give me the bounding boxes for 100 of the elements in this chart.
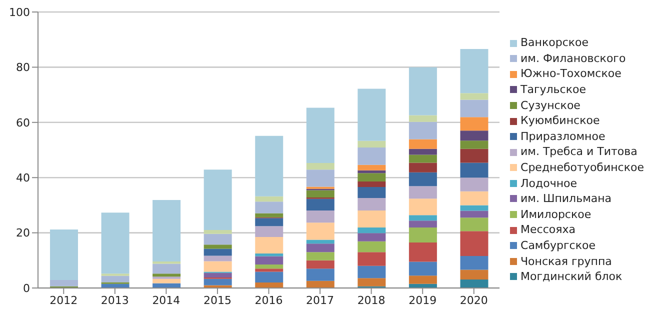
bar <box>460 93 488 100</box>
x-tick-label: 2016 <box>254 294 283 307</box>
bar <box>460 191 488 206</box>
bar <box>408 215 437 221</box>
bar <box>408 220 437 228</box>
bar <box>255 254 284 256</box>
legend-label: Чонская группа <box>520 254 613 270</box>
x-tick-label: 2015 <box>203 294 232 307</box>
bar <box>460 162 488 178</box>
bar <box>358 241 386 252</box>
bar <box>460 210 488 218</box>
bar <box>460 178 488 192</box>
x-tick-label: 2018 <box>357 294 386 307</box>
bar <box>358 170 386 174</box>
bar <box>408 262 437 276</box>
bar <box>255 268 284 272</box>
bar <box>255 196 284 202</box>
bar <box>358 164 386 170</box>
legend-label: Приразломное <box>520 128 606 144</box>
bar <box>204 234 232 245</box>
bar <box>408 186 437 199</box>
bar <box>50 229 78 280</box>
bar <box>358 210 386 228</box>
x-tick-label: 2013 <box>100 294 129 307</box>
bar <box>255 218 284 226</box>
bar <box>460 218 488 232</box>
bar <box>204 285 232 288</box>
x-tick-label: 2014 <box>152 294 180 307</box>
bar <box>460 231 488 256</box>
bar <box>358 181 386 187</box>
bar <box>358 173 386 182</box>
legend-label: Самбургское <box>520 238 596 254</box>
bar <box>460 100 488 118</box>
bar <box>306 108 334 163</box>
bar <box>460 48 488 94</box>
bar <box>255 136 284 196</box>
bar <box>152 274 181 277</box>
bar <box>408 228 437 242</box>
bar <box>460 270 488 280</box>
bar <box>358 252 386 266</box>
legend-label: Тагульское <box>520 82 587 98</box>
bar <box>408 242 437 262</box>
legend-label: Ванкорское <box>520 35 590 51</box>
bar <box>408 162 437 172</box>
bar <box>204 244 232 249</box>
bar <box>204 256 232 262</box>
bar <box>204 272 232 278</box>
bar <box>255 256 284 265</box>
legend-label: им. Шпильмана <box>520 191 613 207</box>
bar <box>460 117 488 131</box>
bar <box>306 280 334 288</box>
bar <box>306 190 334 198</box>
legend-label: Южно-Тохомское <box>520 66 622 82</box>
y-tick-label: 40 <box>16 172 30 185</box>
legend-label: Сузунское <box>520 98 582 114</box>
bar <box>460 205 488 211</box>
legend-label: Мессояха <box>520 222 576 238</box>
x-tick-label: 2020 <box>460 294 488 307</box>
bar <box>358 186 386 198</box>
bar <box>255 236 284 254</box>
bar <box>101 276 130 282</box>
bar <box>460 256 488 270</box>
bar <box>460 130 488 141</box>
y-tick-label: 100 <box>9 6 30 19</box>
legend-label: Куюмбинское <box>520 113 601 129</box>
y-tick-label: 0 <box>23 282 30 295</box>
legend-label: Имилорское <box>520 206 592 222</box>
bar <box>358 140 386 148</box>
x-tick-label: 2012 <box>50 294 78 307</box>
bar <box>255 282 284 288</box>
bar <box>408 115 437 122</box>
legend-label: им. Требса и Титова <box>520 144 638 160</box>
bar <box>460 148 488 163</box>
bar <box>204 170 232 230</box>
bar <box>358 198 386 210</box>
bar <box>255 202 284 214</box>
bar <box>152 278 181 284</box>
y-tick-label: 60 <box>16 116 30 130</box>
bar <box>460 140 488 149</box>
legend-label: Среднеботуобинское <box>520 160 644 176</box>
x-tick-label: 2019 <box>408 294 437 307</box>
y-tick-label: 80 <box>16 61 30 74</box>
bar <box>306 260 334 269</box>
bar <box>358 228 386 234</box>
bar <box>306 252 334 260</box>
bar <box>358 88 386 141</box>
bar <box>408 198 437 216</box>
bar <box>358 266 386 278</box>
bar <box>306 170 334 187</box>
bar <box>408 276 437 284</box>
bar <box>306 222 334 240</box>
bar <box>306 244 334 252</box>
legend-label: Лодочное <box>520 176 578 192</box>
bar <box>306 198 334 210</box>
bar <box>408 172 437 186</box>
bar <box>255 213 284 218</box>
bar <box>101 212 130 274</box>
bar <box>152 200 181 262</box>
y-tick-label: 20 <box>16 226 30 240</box>
bar <box>255 264 284 269</box>
